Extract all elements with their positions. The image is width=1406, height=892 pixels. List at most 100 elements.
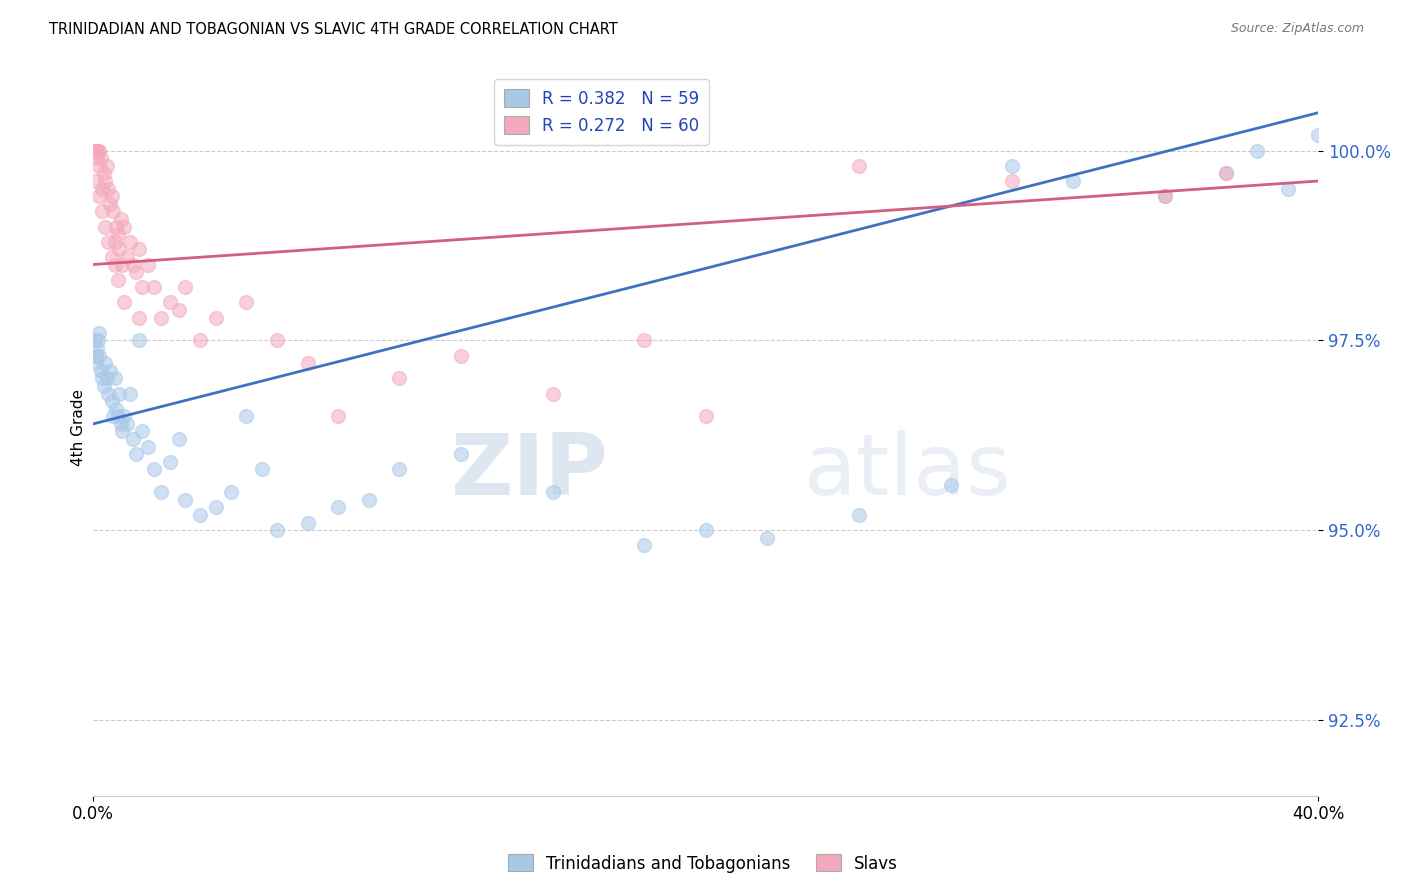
Point — [122, 258, 145, 272]
Point — [125, 265, 148, 279]
Point — [167, 303, 190, 318]
Point — [105, 401, 128, 416]
Point — [125, 447, 148, 461]
Point — [107, 409, 129, 424]
Point — [235, 295, 257, 310]
Point — [266, 523, 288, 537]
Point — [1001, 159, 1024, 173]
Point — [104, 371, 127, 385]
Point — [94, 219, 117, 234]
Point — [1215, 166, 1237, 180]
Point — [84, 356, 107, 370]
Point — [1277, 181, 1299, 195]
Legend: Trinidadians and Tobagonians, Slavs: Trinidadians and Tobagonians, Slavs — [502, 847, 904, 880]
Point — [1154, 189, 1177, 203]
Point — [266, 334, 288, 348]
Point — [204, 500, 226, 515]
Point — [756, 531, 779, 545]
Point — [97, 235, 120, 249]
Point — [143, 462, 166, 476]
Point — [143, 280, 166, 294]
Point — [98, 364, 121, 378]
Point — [89, 349, 111, 363]
Point — [128, 310, 150, 325]
Point — [87, 144, 110, 158]
Point — [96, 159, 118, 173]
Point — [94, 174, 117, 188]
Point — [118, 235, 141, 249]
Point — [136, 440, 159, 454]
Point — [122, 432, 145, 446]
Point — [112, 219, 135, 234]
Point — [131, 280, 153, 294]
Point — [93, 379, 115, 393]
Point — [1215, 166, 1237, 180]
Point — [108, 243, 131, 257]
Point — [100, 189, 122, 203]
Point — [107, 273, 129, 287]
Point — [149, 485, 172, 500]
Point — [297, 356, 319, 370]
Point — [128, 243, 150, 257]
Point — [131, 425, 153, 439]
Point — [84, 349, 107, 363]
Point — [118, 386, 141, 401]
Point — [110, 417, 132, 431]
Point — [357, 492, 380, 507]
Point — [149, 310, 172, 325]
Point — [174, 492, 197, 507]
Point — [108, 386, 131, 401]
Point — [328, 409, 350, 424]
Point — [297, 516, 319, 530]
Point — [107, 227, 129, 242]
Point — [86, 151, 108, 165]
Point — [110, 211, 132, 226]
Point — [96, 371, 118, 385]
Point — [105, 219, 128, 234]
Point — [633, 538, 655, 552]
Point — [1246, 144, 1268, 158]
Point — [97, 181, 120, 195]
Point — [695, 523, 717, 537]
Point — [848, 508, 870, 522]
Point — [541, 386, 564, 401]
Point — [190, 334, 212, 348]
Point — [83, 144, 105, 158]
Point — [939, 477, 962, 491]
Point — [112, 409, 135, 424]
Point — [97, 386, 120, 401]
Point — [91, 371, 114, 385]
Point — [100, 250, 122, 264]
Point — [87, 144, 110, 158]
Point — [91, 181, 114, 195]
Point — [235, 409, 257, 424]
Point — [91, 204, 114, 219]
Point — [250, 462, 273, 476]
Point — [159, 455, 181, 469]
Point — [128, 334, 150, 348]
Point — [111, 258, 134, 272]
Point — [93, 166, 115, 180]
Point — [84, 174, 107, 188]
Y-axis label: 4th Grade: 4th Grade — [72, 389, 86, 467]
Point — [328, 500, 350, 515]
Point — [101, 409, 124, 424]
Point — [633, 334, 655, 348]
Point — [695, 409, 717, 424]
Point — [86, 341, 108, 355]
Point — [541, 485, 564, 500]
Point — [104, 258, 127, 272]
Point — [219, 485, 242, 500]
Point — [90, 151, 112, 165]
Point — [112, 295, 135, 310]
Point — [204, 310, 226, 325]
Point — [89, 159, 111, 173]
Point — [450, 447, 472, 461]
Point — [1001, 174, 1024, 188]
Point — [89, 189, 111, 203]
Point — [388, 462, 411, 476]
Text: Source: ZipAtlas.com: Source: ZipAtlas.com — [1230, 22, 1364, 36]
Point — [98, 196, 121, 211]
Point — [87, 326, 110, 340]
Point — [848, 159, 870, 173]
